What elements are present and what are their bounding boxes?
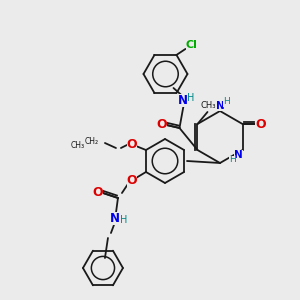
Text: O: O	[156, 118, 167, 131]
Text: Cl: Cl	[185, 40, 197, 50]
Text: H: H	[223, 98, 230, 106]
Text: N: N	[110, 212, 120, 224]
Text: N: N	[178, 94, 188, 106]
Text: CH₂: CH₂	[85, 136, 99, 146]
Text: N: N	[234, 150, 243, 160]
Text: CH₃: CH₃	[71, 140, 85, 149]
Text: CH₃: CH₃	[201, 100, 216, 109]
Text: O: O	[93, 187, 103, 200]
Text: N: N	[216, 101, 224, 111]
Text: O: O	[255, 118, 266, 130]
Text: H: H	[187, 93, 194, 103]
Text: O: O	[127, 173, 137, 187]
Text: H: H	[229, 155, 236, 164]
Text: H: H	[120, 215, 128, 225]
Text: O: O	[127, 139, 137, 152]
